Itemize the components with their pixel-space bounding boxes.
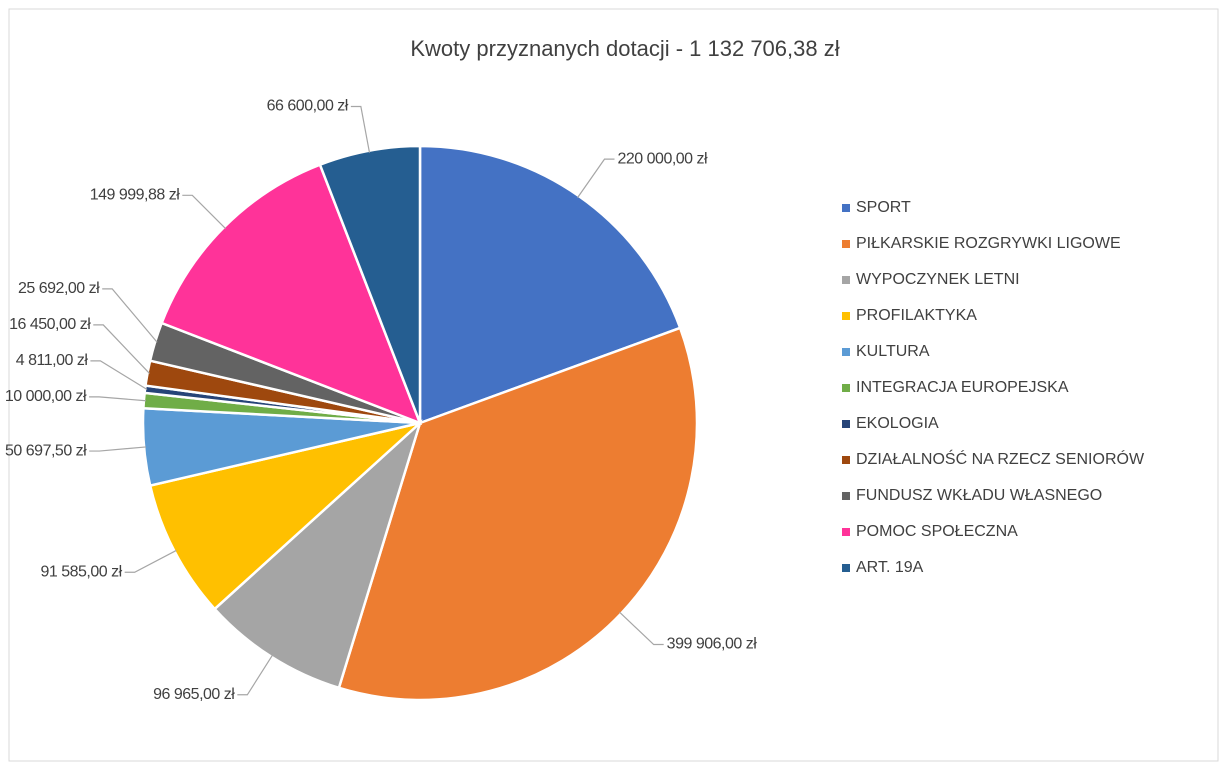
legend-label: PROFILAKTYKA bbox=[856, 307, 977, 324]
leader-line bbox=[577, 158, 615, 198]
legend-swatch bbox=[842, 348, 850, 356]
data-label: 4 811,00 zł bbox=[16, 352, 89, 369]
leader-line bbox=[182, 194, 226, 229]
legend-swatch bbox=[842, 420, 850, 428]
legend-label: KULTURA bbox=[856, 343, 930, 360]
legend-label: INTEGRACJA EUROPEJSKA bbox=[856, 379, 1069, 396]
leader-line bbox=[102, 288, 158, 343]
leader-line bbox=[350, 105, 371, 153]
leader-line bbox=[90, 360, 148, 390]
data-label: 399 906,00 zł bbox=[667, 636, 758, 653]
legend-label: ART. 19A bbox=[856, 559, 924, 576]
data-label: 25 692,00 zł bbox=[18, 280, 100, 297]
data-label: 220 000,00 zł bbox=[618, 150, 709, 167]
leader-line bbox=[89, 396, 146, 402]
legend-label: SPORT bbox=[856, 199, 911, 216]
data-label: 10 000,00 zł bbox=[5, 388, 87, 405]
data-label: 16 450,00 zł bbox=[9, 316, 91, 333]
legend-swatch bbox=[842, 240, 850, 248]
data-label: 96 965,00 zł bbox=[153, 686, 235, 703]
legend-label: DZIAŁALNOŚĆ NA RZECZ SENIORÓW bbox=[856, 449, 1145, 468]
data-label: 50 697,50 zł bbox=[5, 442, 87, 459]
legend-label: PIŁKARSKIE ROZGRYWKI LIGOWE bbox=[856, 235, 1121, 252]
legend-swatch bbox=[842, 204, 850, 212]
legend-swatch bbox=[842, 528, 850, 536]
leader-line bbox=[619, 611, 664, 646]
data-label: 91 585,00 zł bbox=[40, 563, 122, 580]
legend-swatch bbox=[842, 384, 850, 392]
data-label: 66 600,00 zł bbox=[267, 98, 349, 115]
chart-title: Kwoty przyznanych dotacji - 1 132 706,38… bbox=[410, 36, 839, 61]
legend-swatch bbox=[842, 276, 850, 284]
legend-swatch bbox=[842, 312, 850, 320]
legend-label: FUNDUSZ WKŁADU WŁASNEGO bbox=[856, 487, 1102, 504]
leader-line bbox=[89, 446, 147, 452]
leader-line bbox=[237, 654, 274, 696]
legend-label: EKOLOGIA bbox=[856, 415, 939, 432]
legend-swatch bbox=[842, 492, 850, 500]
legend-label: POMOC SPOŁECZNA bbox=[856, 523, 1018, 540]
leader-line bbox=[93, 324, 150, 374]
leader-line bbox=[124, 549, 177, 573]
legend-swatch bbox=[842, 564, 850, 572]
legend-swatch bbox=[842, 456, 850, 464]
legend-label: WYPOCZYNEK LETNI bbox=[856, 271, 1020, 288]
data-label: 149 999,88 zł bbox=[90, 187, 181, 204]
